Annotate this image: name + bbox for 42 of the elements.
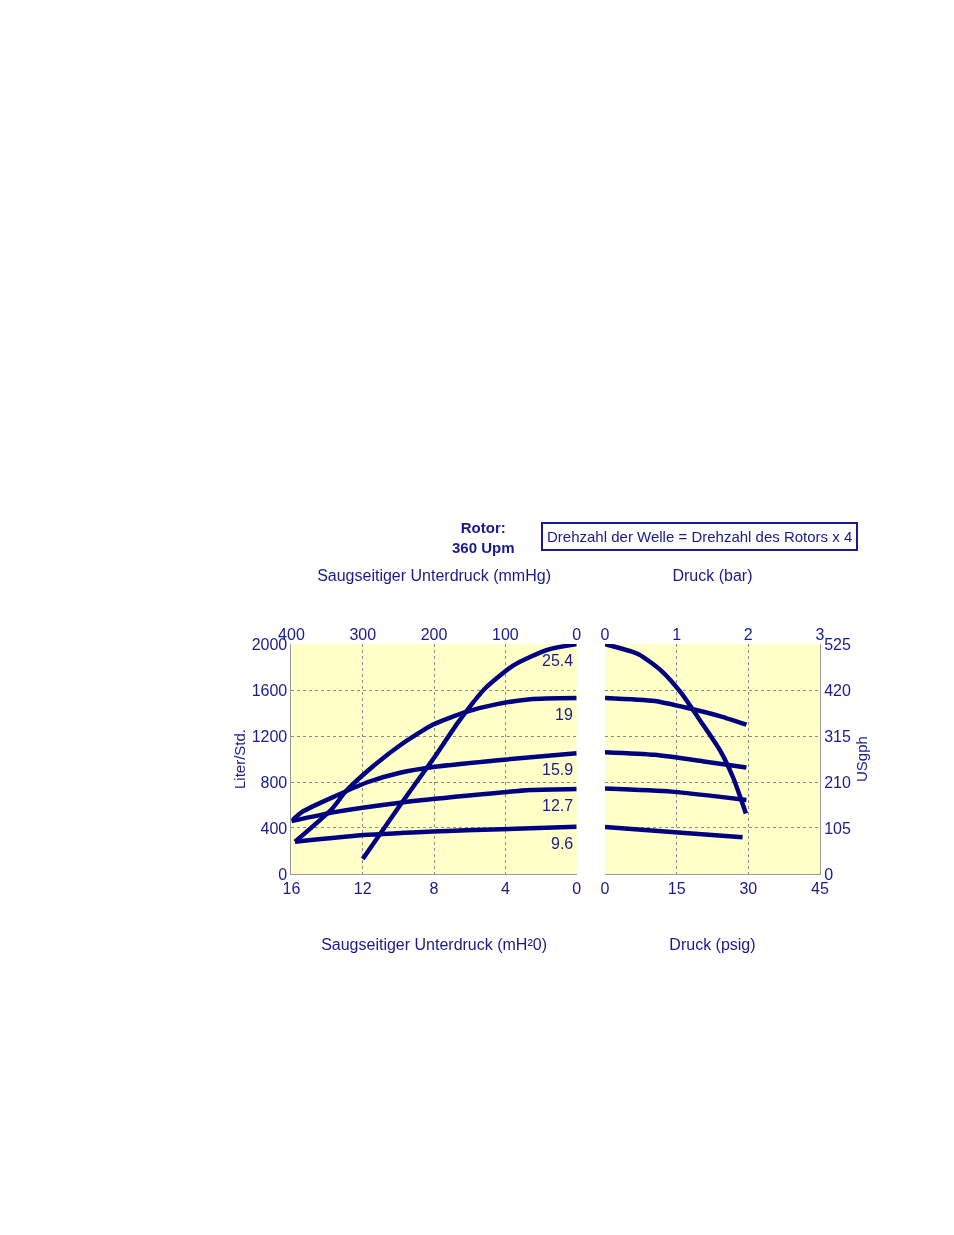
x-axis-title: Saugseitiger Unterdruck (mH²0) (321, 935, 547, 953)
y-tick-label: 1200 (251, 727, 288, 745)
x-tick-label: 15 (667, 880, 686, 898)
x2-tick-label: 3 (815, 625, 825, 643)
x2-tick-label: 300 (349, 625, 377, 643)
x-tick-label: 0 (572, 880, 582, 898)
y-tick-label: 400 (260, 819, 288, 837)
x2-tick-label: 0 (572, 625, 582, 643)
y2-tick-label: 420 (824, 681, 851, 699)
y2-axis-title: USgph (852, 736, 870, 782)
y2-tick-label: 105 (824, 819, 851, 837)
series-label: 9.6 (551, 835, 574, 852)
y2-tick-label: 315 (824, 727, 851, 745)
y2-tick-label: 210 (824, 773, 851, 791)
x-tick-label: 0 (600, 880, 610, 898)
y-tick-label: 800 (260, 773, 288, 791)
x2-axis-title: Druck (bar) (672, 566, 753, 584)
x-tick-label: 45 (811, 880, 829, 898)
x2-tick-label: 200 (420, 625, 448, 643)
x-tick-label: 16 (282, 880, 301, 898)
x-tick-label: 30 (739, 880, 758, 898)
line-series (605, 644, 749, 816)
y2-tick-label: 0 (824, 865, 834, 883)
x2-tick-label: 2 (743, 625, 753, 643)
x2-tick-label: 0 (600, 625, 610, 643)
text: Drehzahl der Welle = Drehzahl des Rotors x 4 (547, 528, 853, 545)
series-label: 12.7 (542, 797, 574, 814)
text: Rotor: 360 Upm (452, 519, 515, 556)
series-label: 15.9 (542, 761, 574, 778)
x-tick-label: 8 (429, 880, 439, 898)
y2-tick-label: 525 (824, 635, 851, 653)
x2-axis-title: Saugseitiger Unterdruck (mmHg) (317, 566, 551, 584)
x-tick-label: 4 (500, 880, 510, 898)
x-tick-label: 12 (353, 880, 372, 898)
series-label: 25.4 (542, 652, 574, 669)
y-axis-title: Liter/Std. (230, 729, 248, 790)
x-axis-title: Druck (psig) (669, 935, 756, 953)
x2-tick-label: 100 (492, 625, 519, 643)
y-tick-label: 1600 (251, 681, 288, 699)
y-tick-label: 0 (278, 865, 288, 883)
series-label: 19 (555, 706, 573, 723)
x2-tick-label: 1 (672, 625, 682, 643)
